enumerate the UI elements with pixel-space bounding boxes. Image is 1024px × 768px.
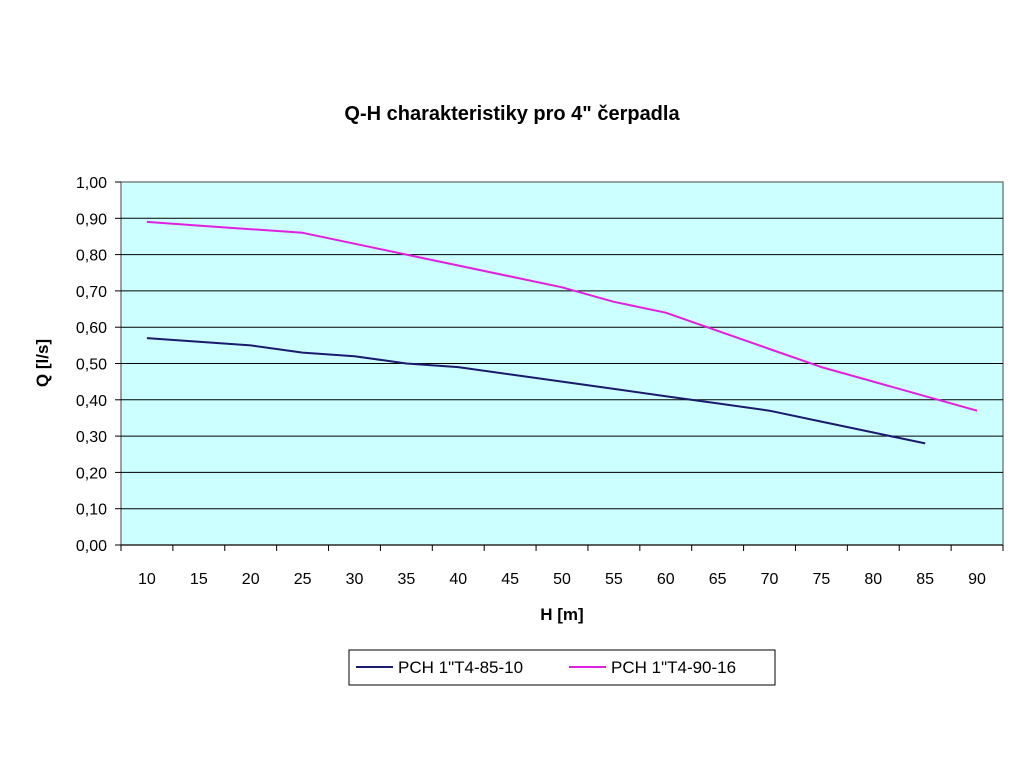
y-tick-label: 0,60 [76, 320, 107, 337]
y-tick-label: 0,80 [76, 248, 107, 265]
y-axis-label: Q [l/s] [33, 339, 52, 387]
x-tick-label: 85 [916, 571, 934, 588]
y-tick-label: 0,90 [76, 211, 107, 228]
x-tick-label: 10 [138, 571, 156, 588]
x-tick-label: 55 [605, 571, 623, 588]
x-axis-ticks: 10 15 20 25 30 35 40 45 50 55 60 65 70 75 80 85 90 [120, 544, 1004, 588]
y-tick-label: 0,10 [76, 502, 107, 519]
x-tick-label: 80 [864, 571, 882, 588]
legend-label-series-2: PCH 1"T4-90-16 [611, 658, 736, 677]
y-tick-label: 0,20 [76, 465, 107, 482]
x-tick-label: 40 [449, 571, 467, 588]
series-line-1 [146, 337, 926, 445]
y-axis-ticks: 0,00 0,10 0,20 0,30 0,40 0,50 0,60 0,70 0,80 0,90… [76, 175, 121, 555]
legend: PCH 1"T4-85-10 PCH 1"T4-90-16 [348, 649, 776, 686]
series-lines [146, 220, 978, 445]
x-tick-label: 75 [813, 571, 831, 588]
x-tick-label: 70 [761, 571, 779, 588]
x-axis-label: H [m] [540, 605, 583, 624]
legend-label-series-1: PCH 1"T4-85-10 [398, 658, 523, 677]
x-tick-label: 45 [501, 571, 519, 588]
x-tick-label: 65 [709, 571, 727, 588]
y-tick-label: 0,30 [76, 429, 107, 446]
x-tick-label: 20 [242, 571, 260, 588]
x-tick-label: 15 [190, 571, 208, 588]
x-tick-label: 25 [294, 571, 312, 588]
series-line-2 [146, 220, 978, 412]
y-tick-label: 0,40 [76, 393, 107, 410]
y-tick-label: 0,50 [76, 357, 107, 374]
legend-box [348, 649, 776, 686]
x-tick-label: 90 [968, 571, 986, 588]
y-tick-label: 0,70 [76, 284, 107, 301]
x-tick-label: 60 [657, 571, 675, 588]
y-tick-label: 0,00 [76, 538, 107, 555]
chart-title: Q-H charakteristiky pro 4" čerpadla [344, 103, 680, 125]
gridlines [121, 217, 1003, 510]
x-tick-label: 30 [346, 571, 364, 588]
x-tick-label: 35 [397, 571, 415, 588]
y-tick-label: 1,00 [76, 175, 107, 192]
x-tick-label: 50 [553, 571, 571, 588]
